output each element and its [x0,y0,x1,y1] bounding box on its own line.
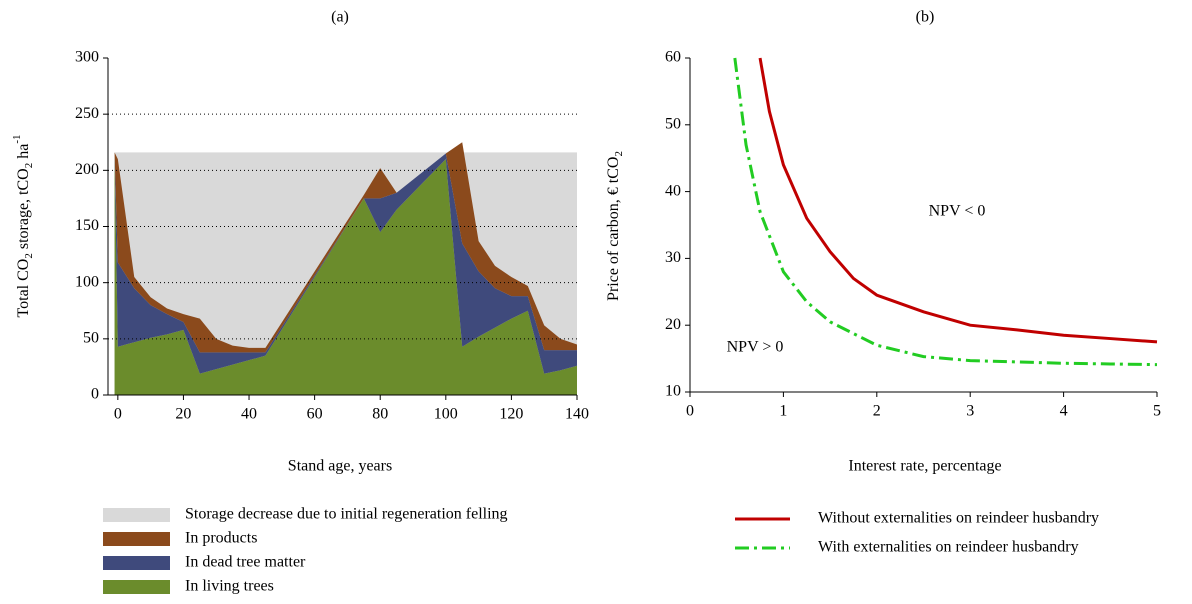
label-part: -1 [11,134,23,143]
label-part: 2 [23,253,35,259]
y-tick-label: 30 [665,249,681,266]
panel-title: (b) [916,9,935,26]
x-tick-label: 40 [241,406,257,423]
x-tick-label: 5 [1153,403,1161,420]
x-axis-label: Interest rate, percentage [848,458,1001,475]
legend-label: In products [185,530,257,547]
y-tick-label: 250 [75,105,99,122]
label-part: Price of carbon, € tCO [605,157,622,301]
y-tick-label: 100 [75,273,99,290]
label-part: 2 [23,163,35,169]
y-tick-label: 50 [83,330,99,347]
legend-swatch [103,556,170,570]
y-tick-label: 0 [91,386,99,403]
label-part: ha [15,144,32,163]
label-part: storage, tCO [15,168,32,253]
x-tick-label: 0 [114,406,122,423]
y-tick-label: 60 [665,49,681,66]
y-tick-label: 200 [75,161,99,178]
x-tick-label: 1 [779,403,787,420]
stacked-area [114,142,577,353]
x-axis-label: Stand age, years [288,458,392,475]
panel-title: (a) [331,9,349,26]
x-tick-label: 3 [966,403,974,420]
x-tick-label: 120 [499,406,523,423]
y-tick-label: 40 [665,182,681,199]
annotation: NPV < 0 [929,203,986,220]
x-tick-label: 20 [175,406,191,423]
x-tick-label: 4 [1060,403,1068,420]
stacked-area [114,152,577,374]
y-tick-label: 50 [665,115,681,132]
line [758,57,1158,344]
y-tick-label: 150 [75,217,99,234]
label-part: Total CO [15,259,32,318]
legend-label: Storage decrease due to initial regenera… [185,506,508,523]
x-tick-label: 2 [873,403,881,420]
y-tick-label: 20 [665,316,681,333]
legend-swatch [103,532,170,546]
x-tick-label: 100 [434,406,458,423]
x-tick-label: 140 [565,406,589,423]
label-part: 2 [613,151,625,157]
x-tick-label: 60 [307,406,323,423]
legend-swatch [103,508,170,522]
y-axis-label: Price of carbon, € tCO2 [605,151,625,301]
y-tick-label: 300 [75,49,99,66]
annotation: NPV > 0 [727,339,784,356]
x-tick-label: 0 [686,403,694,420]
stacked-area [114,152,577,395]
y-axis-label: Total CO2 storage, tCO2 ha-1 [11,134,35,317]
y-tick-label: 10 [665,383,681,400]
legend-label: In dead tree matter [185,554,306,571]
legend-label: With externalities on reindeer husbandry [818,539,1079,556]
legend-swatch [103,580,170,594]
x-tick-label: 80 [372,406,388,423]
legend-label: Without externalities on reindeer husban… [818,510,1099,527]
legend-label: In living trees [185,578,274,595]
line [733,57,1158,367]
